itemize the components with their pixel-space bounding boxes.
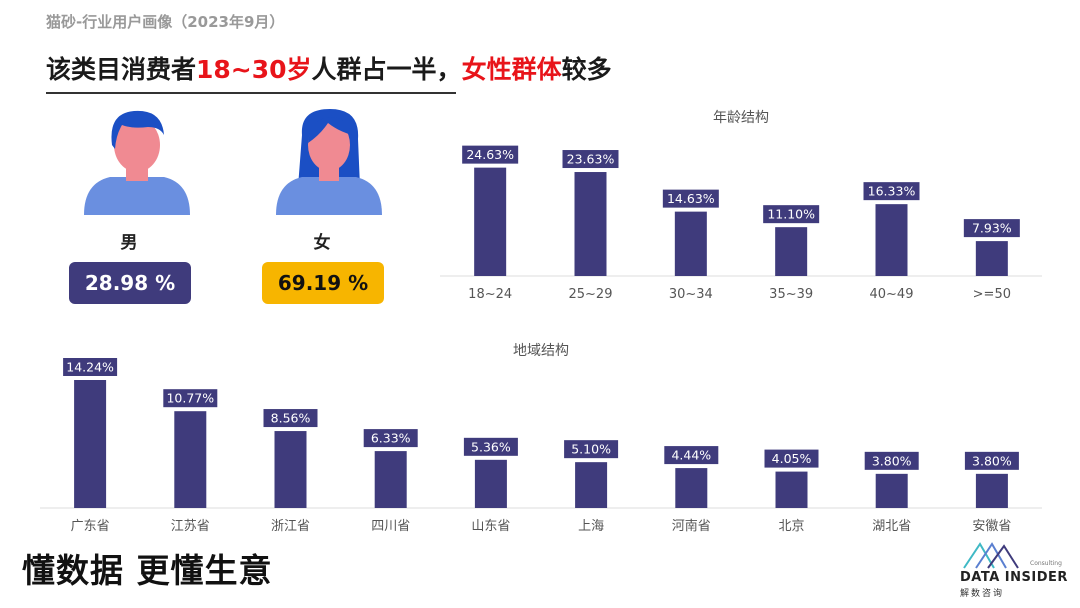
category-label-1: 江苏省 <box>171 518 210 534</box>
female-label: 女 <box>313 233 331 253</box>
value-label-box-3 <box>363 429 418 448</box>
value-label-box-4 <box>463 437 518 456</box>
male-percentage-badge: 28.98 % <box>69 262 191 304</box>
value-label-6: 4.44% <box>671 448 711 463</box>
value-label-0: 14.24% <box>66 360 114 375</box>
logo-tiny-text: Consulting <box>1030 560 1062 567</box>
value-label-1: 10.77% <box>166 391 214 406</box>
value-label-4: 16.33% <box>868 184 916 199</box>
category-label-4: 山东省 <box>471 519 510 534</box>
bar-4 <box>474 459 507 508</box>
value-label-box-6 <box>664 446 719 465</box>
value-label-3: 6.33% <box>371 431 411 446</box>
logo-subtext: 解数咨询 <box>960 589 1005 599</box>
value-label-box-5 <box>963 219 1020 238</box>
male-avatar-icon <box>84 110 190 215</box>
headline-highlight-age: 18~30岁 <box>196 55 312 84</box>
value-label-box-8 <box>864 451 919 470</box>
category-label-4: 40~49 <box>870 287 914 302</box>
bar-0 <box>474 167 507 276</box>
category-label-8: 湖北省 <box>872 519 911 534</box>
value-label-box-2 <box>263 409 318 428</box>
value-label-5: 5.10% <box>571 442 611 457</box>
value-label-4: 5.36% <box>471 439 511 454</box>
male-label: 男 <box>120 233 138 253</box>
category-label-1: 25~29 <box>569 287 613 302</box>
category-label-0: 18~24 <box>468 287 512 302</box>
bar-4 <box>875 204 908 276</box>
value-label-box-4 <box>863 182 920 201</box>
footer-slogan: 懂数据 更懂生意 <box>22 551 273 590</box>
value-label-box-0 <box>462 145 519 164</box>
category-label-9: 安徽省 <box>972 519 1011 534</box>
value-label-7: 4.05% <box>772 451 812 466</box>
category-label-3: 四川省 <box>371 519 410 534</box>
logo-text: DATA INSIDER <box>960 570 1068 585</box>
category-label-5: >=50 <box>973 287 1011 302</box>
bar-9 <box>975 473 1008 508</box>
value-label-box-2 <box>662 189 719 208</box>
value-label-box-9 <box>964 451 1019 470</box>
female-percentage-badge: 69.19 % <box>262 262 384 304</box>
bar-2 <box>674 211 707 276</box>
value-label-box-3 <box>763 205 820 224</box>
page-headline: 该类目消费者18~30岁人群占一半，女性群体较多 <box>46 50 612 86</box>
chart-title: 年龄结构 <box>713 110 769 126</box>
headline-highlight-female: 女性群体 <box>461 55 562 84</box>
category-label-3: 35~39 <box>769 287 813 302</box>
category-label-0: 广东省 <box>71 519 110 534</box>
value-label-box-0 <box>63 358 118 376</box>
bar-0 <box>74 380 107 508</box>
headline-part-5: 较多 <box>561 55 612 84</box>
bar-6 <box>675 468 708 508</box>
bar-1 <box>174 411 207 508</box>
headline-part-3: 人群占一半， <box>311 55 462 84</box>
page-subtitle: 猫砂-行业用户画像（2023年9月） <box>46 13 285 31</box>
value-label-0: 24.63% <box>466 147 514 162</box>
value-label-3: 11.10% <box>767 207 815 222</box>
bar-8 <box>875 473 908 508</box>
category-label-2: 浙江省 <box>271 519 310 534</box>
chart-title: 地域结构 <box>513 343 569 359</box>
value-label-2: 8.56% <box>271 411 311 426</box>
headline-divider <box>46 92 456 94</box>
bar-3 <box>374 451 407 508</box>
value-label-5: 7.93% <box>972 221 1012 236</box>
value-label-9: 3.80% <box>972 453 1012 468</box>
value-label-box-1 <box>163 389 218 408</box>
value-label-box-5 <box>564 440 619 459</box>
category-label-2: 30~34 <box>669 287 713 302</box>
value-label-1: 23.63% <box>567 152 615 167</box>
value-label-box-7 <box>764 449 819 468</box>
bar-2 <box>274 431 307 508</box>
bar-7 <box>775 471 808 508</box>
value-label-box-1 <box>562 150 619 169</box>
data-insider-logo: Consulting DATA INSIDER 解数咨询 <box>958 540 1068 604</box>
female-avatar-icon <box>276 109 382 215</box>
bar-1 <box>574 172 607 276</box>
category-label-5: 上海 <box>578 519 604 534</box>
logo-mark-icon <box>963 542 1019 569</box>
bar-3 <box>775 227 808 276</box>
value-label-8: 3.80% <box>872 453 912 468</box>
bar-5 <box>575 462 608 508</box>
category-label-7: 北京 <box>778 519 804 534</box>
bar-5 <box>975 241 1008 276</box>
value-label-2: 14.63% <box>667 191 715 206</box>
category-label-6: 河南省 <box>672 518 711 534</box>
headline-part-1: 该类目消费者 <box>46 55 197 84</box>
